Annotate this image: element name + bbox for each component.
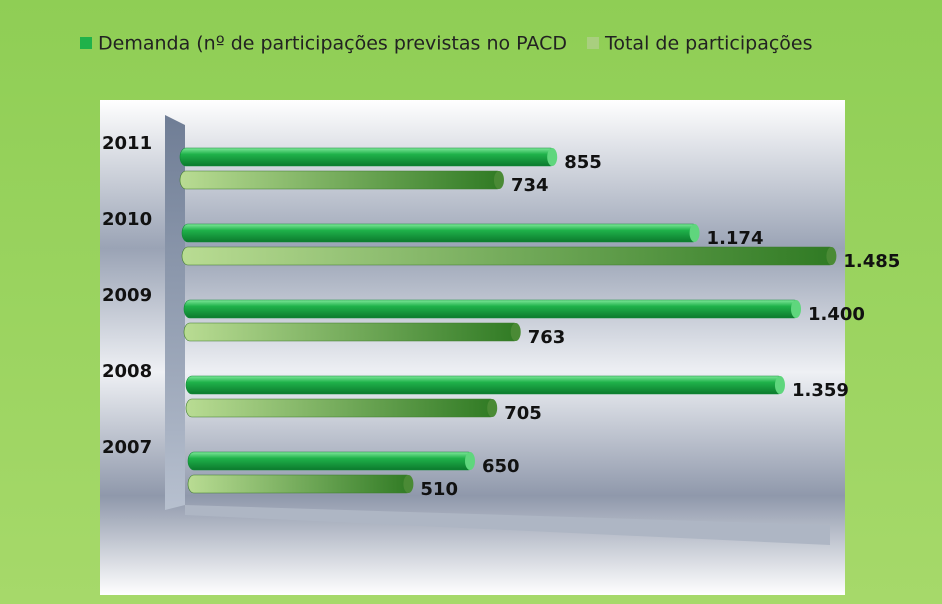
category-label: 2010 (102, 209, 152, 230)
bar (179, 147, 557, 167)
bar-cap (547, 148, 558, 166)
bar (185, 375, 785, 395)
value-label: 650 (482, 456, 520, 477)
category-label: 2007 (102, 437, 152, 458)
bar (179, 170, 504, 190)
bar (187, 474, 413, 494)
value-label: 1.485 (843, 251, 900, 272)
category-label: 2011 (102, 133, 152, 154)
bar (181, 246, 836, 266)
legend-label: Total de participações (604, 33, 813, 55)
category-label: 2009 (102, 285, 152, 306)
bar-cap (689, 224, 700, 242)
plot-floor (185, 505, 830, 545)
bar-cap (774, 376, 785, 394)
legend-swatch (586, 37, 599, 49)
bar (181, 223, 699, 243)
value-label: 510 (420, 479, 458, 500)
bar-cap (791, 300, 801, 318)
bar (185, 398, 497, 418)
bar-cap (403, 475, 414, 493)
value-label: 1.400 (808, 304, 865, 325)
bar (183, 299, 801, 319)
value-label: 705 (504, 403, 542, 424)
value-label: 1.174 (707, 228, 764, 249)
value-label: 763 (528, 327, 566, 348)
value-label: 734 (511, 175, 549, 196)
bar (187, 451, 475, 471)
legend-swatch (80, 37, 92, 49)
value-label: 855 (564, 152, 602, 173)
legend-label: Demanda (nº de participações previstas n… (98, 33, 567, 55)
category-label: 2008 (102, 361, 152, 382)
bar-cap (465, 452, 475, 470)
value-label: 1.359 (792, 380, 849, 401)
bar-cap (826, 247, 837, 265)
bar-cap (510, 323, 521, 341)
bar (183, 322, 521, 342)
plot-wall (165, 115, 185, 510)
bar-cap (493, 171, 504, 189)
bar-cap (487, 399, 498, 417)
